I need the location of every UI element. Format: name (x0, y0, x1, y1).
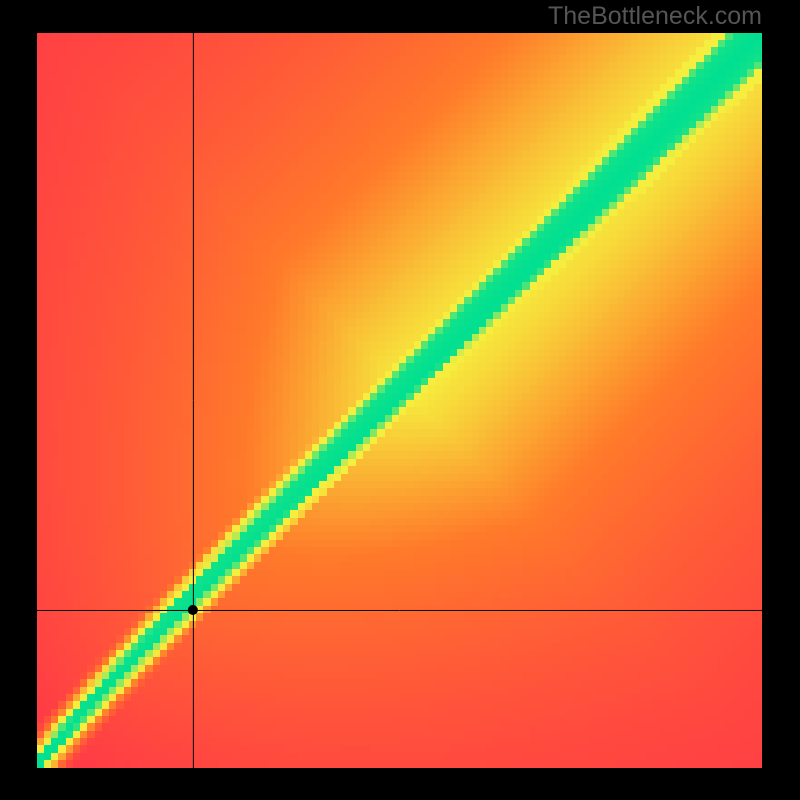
chart-frame: TheBottleneck.com (0, 0, 800, 800)
plot-area (37, 33, 762, 768)
heatmap-canvas (37, 33, 762, 768)
watermark-label: TheBottleneck.com (548, 2, 762, 31)
